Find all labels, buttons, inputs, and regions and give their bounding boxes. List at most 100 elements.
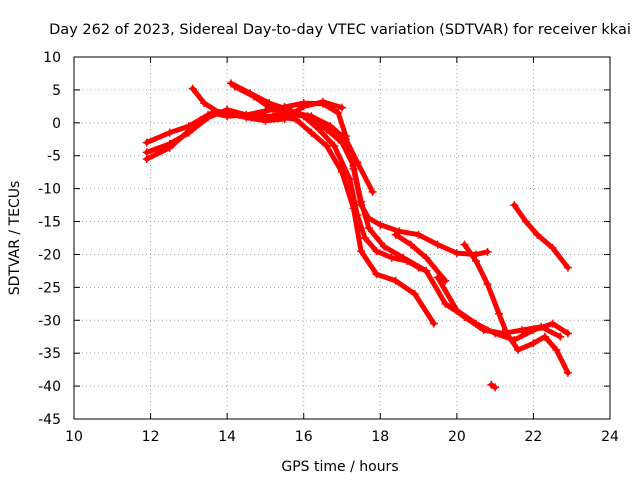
series-trace-11 [487,380,500,392]
series-trace-6 [230,82,377,196]
y-tick-label: -25 [38,280,61,296]
data-point [563,263,572,272]
data-point [483,280,492,289]
x-tick-label: 24 [601,429,619,445]
data-point [491,329,500,338]
data-point [357,197,366,206]
data-point [441,276,450,285]
data-point [142,148,151,157]
data-point [230,82,239,91]
data-point [368,187,377,196]
data-point [517,326,526,335]
y-tick-label: -5 [47,149,61,165]
y-tick-label: -40 [38,379,61,395]
data-point [529,326,538,335]
data-point [142,138,151,147]
data-point [422,266,431,275]
data-point [429,319,438,328]
data-point [364,224,373,233]
data-point [406,240,415,249]
x-tick-label: 22 [525,429,543,445]
data-point [376,220,385,229]
data-point [563,329,572,338]
data-point [441,299,450,308]
data-point [330,141,339,150]
x-tick-label: 16 [295,429,313,445]
data-point [204,113,212,122]
data-point [514,345,523,354]
y-tick-label: -30 [38,313,61,329]
data-point [360,234,369,242]
y-tick-label: -10 [38,182,61,198]
data-point [338,168,346,177]
plot-frame [73,56,611,420]
data-point [502,329,511,338]
data-point [472,257,480,266]
data-point [334,108,343,117]
data-point [548,319,557,328]
data-point [345,174,354,183]
data-point [399,253,408,262]
y-tick-label: 10 [43,50,61,66]
data-point [307,112,316,121]
data-point [460,240,469,249]
data-point [349,204,358,213]
data-point [414,230,423,239]
data-point [353,158,362,167]
data-point [540,332,549,341]
data-point [563,368,572,377]
data-point [410,289,419,298]
data-point [253,112,262,121]
data-point [188,84,197,93]
data-point [200,99,209,108]
x-tick-label: 20 [448,429,466,445]
data-point [357,247,366,256]
data-point [387,253,396,262]
data-point [556,332,565,341]
data-point [272,112,281,121]
data-point [391,230,400,239]
data-point [372,270,381,279]
y-axis-label: SDTVAR / TECUs [7,181,23,296]
data-point [341,135,350,144]
y-tick-label: -15 [38,215,61,231]
data-point [318,99,327,108]
y-tick-label: -45 [38,412,61,428]
data-point [422,253,431,262]
x-axis-label: GPS time / hours [281,459,398,475]
data-point [548,243,557,252]
data-point [288,108,297,117]
data-point [292,115,301,124]
data-point [433,240,442,249]
data-point [299,99,308,108]
data-point [533,230,542,239]
data-series-layer [142,79,572,392]
series-trace-7 [391,230,450,285]
data-point [380,242,389,251]
data-point [491,383,500,392]
data-point [510,201,519,210]
axis-ticks: 10 12 14 16 18 20 22 24 10 5 0 -5 -10 -15 -20 -25 -30 -35… [38,50,619,445]
data-point [307,128,316,137]
y-tick-label: 0 [52,116,61,132]
data-point [234,110,243,119]
y-tick-label: -20 [38,247,61,263]
data-point [483,247,492,256]
series-trace-4 [188,84,438,328]
x-tick-label: 14 [218,429,236,445]
x-tick-label: 12 [142,429,160,445]
series-line [435,275,571,343]
data-point [326,122,335,131]
series-line [462,242,571,376]
data-point [165,128,174,137]
data-point [433,273,442,282]
data-point [372,247,381,256]
data-point [322,141,331,150]
y-tick-label: 5 [52,83,61,99]
data-point [521,217,530,226]
data-point [529,339,538,348]
x-tick-label: 18 [371,429,389,445]
series-trace-9 [460,240,572,377]
